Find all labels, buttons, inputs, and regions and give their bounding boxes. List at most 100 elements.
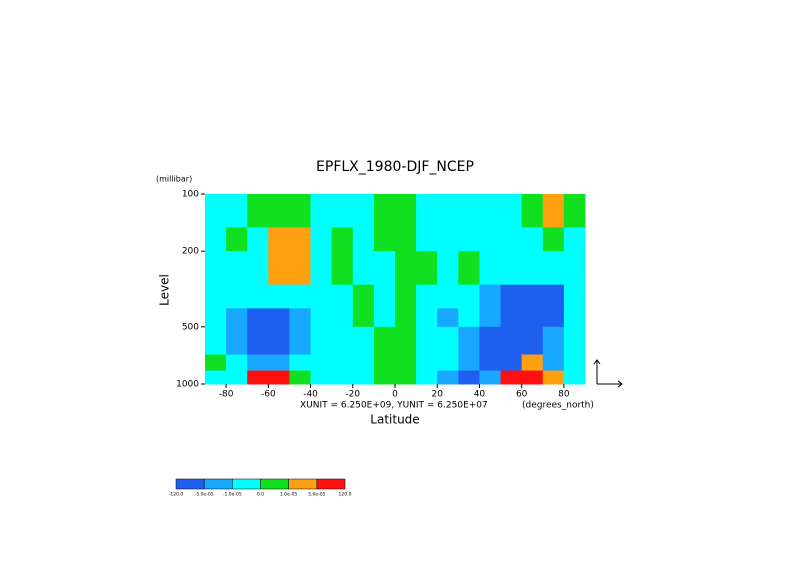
contour-cell (479, 354, 502, 372)
contour-cell (458, 354, 480, 372)
colorbar-box (288, 478, 318, 490)
x-tick-label: -20 (345, 390, 360, 400)
contour-cell (416, 284, 438, 309)
contour-cell (542, 227, 565, 252)
contour-cell (521, 370, 544, 385)
contour-cell (310, 370, 333, 385)
contour-cell (479, 308, 502, 328)
contour-cell (373, 284, 396, 309)
contour-cell (458, 326, 480, 356)
contour-cell (395, 227, 417, 252)
contour-cell (500, 326, 523, 356)
contour-cell (500, 354, 523, 372)
x-tick-label: 20 (431, 390, 443, 400)
contour-cell (542, 308, 565, 328)
contour-cell (226, 326, 248, 356)
contour-cell (479, 194, 502, 228)
contour-cell (373, 354, 396, 372)
x-tick-label: 60 (516, 390, 528, 400)
x-tick-label: -80 (219, 390, 234, 400)
contour-cell (542, 194, 565, 228)
x-units: (degrees_north) (522, 401, 594, 411)
contour-cell (205, 227, 227, 252)
contour-cell (226, 194, 248, 228)
contour-cell (521, 326, 544, 356)
contour-cell (416, 251, 438, 286)
contour-cell (416, 370, 438, 385)
contour-cell (331, 354, 354, 372)
contour-cell (521, 354, 544, 372)
contour-cell (563, 326, 586, 356)
contour-cell (289, 370, 312, 385)
reference-vector (593, 359, 623, 388)
contour-cell (458, 194, 480, 228)
contour-cell (310, 354, 333, 372)
contour-cell (331, 194, 354, 228)
contour-cell (479, 251, 502, 286)
contour-cell (373, 227, 396, 252)
contour-cell (268, 251, 290, 286)
contour-cell (352, 326, 375, 356)
contour-cell (268, 370, 290, 385)
contour-cell (521, 194, 544, 228)
contour-cell (289, 227, 312, 252)
contour-cell (542, 370, 565, 385)
contour-cell (542, 284, 565, 309)
contour-cell (437, 227, 459, 252)
contour-cell (268, 284, 290, 309)
contour-cell (310, 308, 333, 328)
contour-cell (500, 308, 523, 328)
colorbar-label: -120.0 (169, 492, 184, 498)
contour-cell (352, 284, 375, 309)
contour-cell (479, 284, 502, 309)
contour-cell (247, 251, 269, 286)
contour-cell (247, 194, 269, 228)
colorbar-label: 1.0e-05 (280, 492, 297, 498)
contour-cell (458, 370, 480, 385)
y-axis-label: Level (158, 274, 172, 306)
colorbar-box (175, 478, 205, 490)
contour-cell (268, 308, 290, 328)
colorbar-label: 120.0 (339, 492, 352, 498)
contour-cell (437, 354, 459, 372)
contour-cell (352, 370, 375, 385)
contour-cell (205, 251, 227, 286)
contour-cell (331, 308, 354, 328)
colorbar-label: -5.0e-05 (195, 492, 214, 498)
contour-cell (331, 251, 354, 286)
colorbar-box (260, 478, 289, 490)
contour-cell (416, 326, 438, 356)
contour-cell (268, 194, 290, 228)
footnote: XUNIT = 6.250E+09, YUNIT = 6.250E+07 (300, 401, 488, 411)
contour-cell (289, 326, 312, 356)
contour-cell (289, 251, 312, 286)
contour-cell (310, 251, 333, 286)
contour-cell (268, 326, 290, 356)
contour-cell (563, 251, 586, 286)
contour-cell (373, 370, 396, 385)
y-units: (millibar) (156, 175, 192, 184)
contour-cell (331, 227, 354, 252)
contour-cell (373, 251, 396, 286)
contour-cell (563, 370, 586, 385)
contour-cell (563, 308, 586, 328)
contour-cell (563, 194, 586, 228)
contour-cell (395, 326, 417, 356)
contour-cell (247, 284, 269, 309)
contour-cell (226, 370, 248, 385)
contour-cell (310, 284, 333, 309)
colorbar-box (232, 478, 261, 490)
contour-cell (331, 326, 354, 356)
contour-cell (205, 326, 227, 356)
contour-cell (289, 284, 312, 309)
contour-cell (500, 251, 523, 286)
contour-cell (563, 354, 586, 372)
contour-cell (458, 284, 480, 309)
contour-cell (521, 251, 544, 286)
x-axis-label: Latitude (370, 413, 419, 427)
y-tick-label: 200 (182, 247, 199, 257)
contour-cell (563, 284, 586, 309)
contour-cell (416, 354, 438, 372)
contour-cell (479, 227, 502, 252)
contour-cell (479, 326, 502, 356)
